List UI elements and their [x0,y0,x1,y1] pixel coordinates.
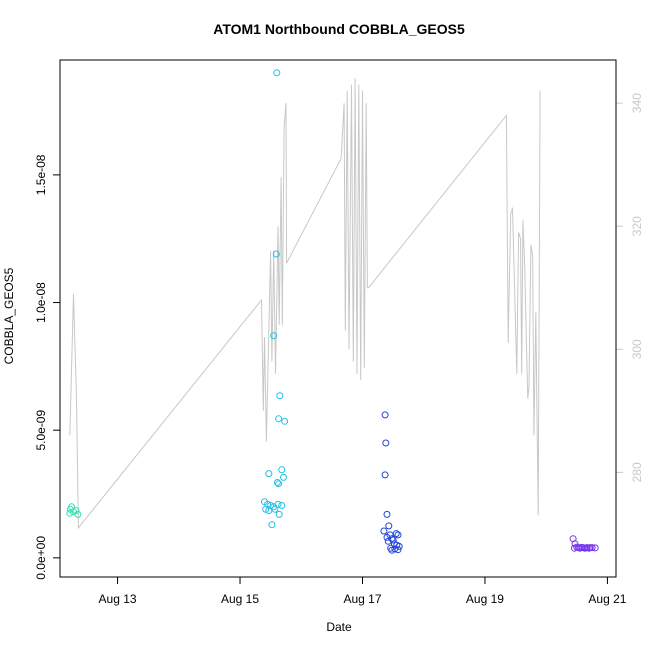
x-tick-label: Aug 17 [343,592,381,606]
data-point-scatter-day1-3 [72,507,80,515]
data-point-scatter-day3-7 [392,530,400,538]
secondary-line-layer [69,78,541,530]
data-point-scatter-day2-9 [273,479,281,486]
data-point-scatter-day2-7 [265,470,273,478]
data-point-scatter-day2-4 [275,415,283,423]
chart-title: ATOM1 Northbound COBBLA_GEOS5 [213,21,465,37]
data-point-scatter-day3-2 [381,471,389,479]
data-point-scatter-day4-14 [586,544,594,552]
scatter-points-layer [66,69,599,554]
secondary-tick-label: 340 [630,93,644,113]
y-tick-label: 5.0e-09 [34,410,48,451]
data-point-scatter-day3-12 [384,537,392,545]
y-tick-label: 0.0e+00 [34,536,48,580]
data-point-scatter-day2-15 [274,500,282,508]
data-point-scatter-day2-6 [278,466,286,474]
data-point-scatter-day2-17 [262,505,270,513]
secondary-tick-label: 280 [630,462,644,482]
x-tick-label: Aug 19 [466,592,504,606]
x-tick-label: Aug 21 [588,592,626,606]
data-point-scatter-day2-16 [278,502,286,509]
secondary-tick-label: 300 [630,339,644,359]
data-point-scatter-day2-5 [281,417,289,425]
data-point-scatter-day4-9 [591,544,599,552]
data-point-scatter-day3-4 [385,522,393,530]
data-point-scatter-day4-1 [571,540,579,548]
data-point-scatter-day3-5 [380,527,388,535]
secondary-tick-label: 320 [630,216,644,236]
data-point-scatter-day3-11 [389,536,397,544]
data-point-scatter-day4-11 [575,544,583,552]
x-axis-label: Date [326,620,352,634]
data-point-scatter-day3-0 [381,411,389,419]
data-point-scatter-day2-21 [268,521,276,529]
secondary-line [69,78,541,530]
data-point-scatter-day2-20 [275,510,283,518]
plot-frame [59,59,617,578]
data-point-scatter-day2-0 [273,69,281,77]
data-point-scatter-day2-19 [271,505,279,513]
data-point-scatter-day4-12 [578,543,586,551]
data-point-scatter-day2-10 [275,480,283,488]
x-tick-label: Aug 15 [221,592,259,606]
data-point-scatter-day3-1 [382,439,390,447]
y-tick-label: 1.0e-08 [34,282,48,323]
data-point-scatter-day3-9 [383,533,391,541]
data-point-scatter-day1-5 [66,509,74,517]
data-point-scatter-day4-10 [570,544,578,552]
data-point-scatter-day2-3 [276,392,284,400]
data-point-scatter-day2-8 [280,473,287,481]
data-point-scatter-day2-1 [272,250,280,258]
data-point-scatter-day1-4 [74,510,82,518]
y-tick-label: 1.5e-08 [34,154,48,195]
data-point-scatter-day3-8 [394,531,402,539]
data-point-scatter-day4-13 [582,544,590,552]
data-point-scatter-day3-3 [383,510,391,518]
x-tick-label: Aug 13 [99,592,137,606]
data-point-scatter-day2-2 [270,332,278,340]
y-axis-label: COBBLA_GEOS5 [2,267,16,364]
data-point-scatter-day3-19 [388,546,396,554]
